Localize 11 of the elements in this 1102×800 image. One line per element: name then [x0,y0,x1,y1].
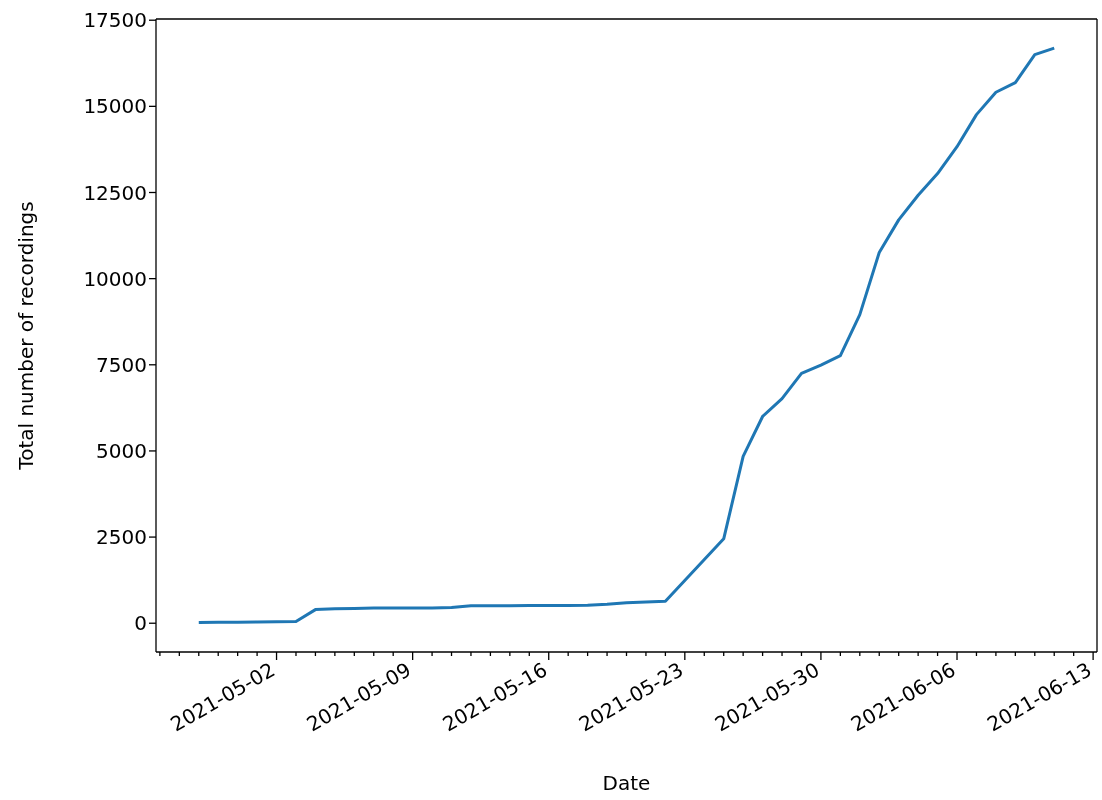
y-tick-label: 2500 [96,525,147,550]
y-tick-label: 15000 [83,94,147,119]
y-tick-label: 10000 [83,266,147,291]
y-tick-label: 17500 [83,8,147,33]
y-tick-label: 5000 [96,439,147,464]
x-axis-title: Date [602,771,651,795]
y-tick-label: 7500 [96,352,147,377]
line-series [197,46,1056,625]
y-tick-label: 0 [134,611,147,636]
y-axis-title: Total number of recordings [14,201,39,471]
y-tick-label: 12500 [83,180,147,205]
